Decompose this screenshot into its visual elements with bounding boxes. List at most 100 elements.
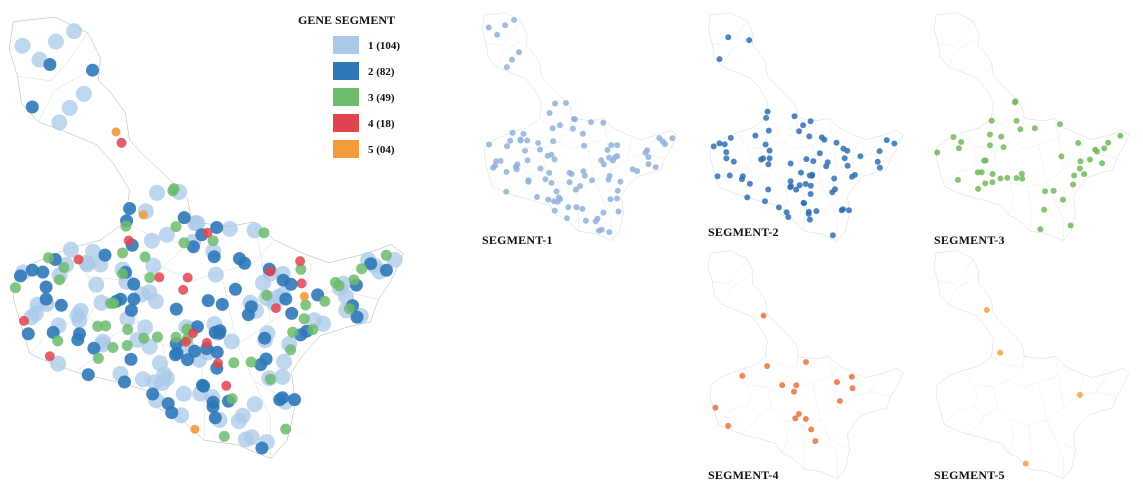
map-point	[167, 185, 179, 197]
panel-point	[551, 207, 558, 214]
panel-point	[573, 204, 580, 211]
panel-point	[829, 232, 836, 239]
map-point	[169, 302, 183, 316]
map-point	[138, 210, 148, 220]
panel-point	[989, 171, 996, 177]
panel-point	[1018, 170, 1025, 177]
panel-point	[1022, 460, 1029, 467]
panel-point	[582, 217, 589, 224]
map-point	[207, 250, 221, 264]
map-point	[118, 375, 131, 389]
map-point	[116, 137, 127, 148]
panel-point	[607, 196, 614, 203]
main-map	[8, 16, 404, 459]
panel-point	[891, 140, 898, 147]
panel-point	[1076, 391, 1083, 398]
map-point	[81, 368, 95, 382]
panel-point	[723, 149, 730, 156]
map-point	[43, 58, 57, 71]
map-point	[296, 278, 307, 289]
map-point	[124, 303, 138, 317]
map-point	[258, 227, 270, 239]
map-point	[85, 243, 101, 260]
panel-point	[746, 37, 753, 44]
panel-label-segment-4: SEGMENT-4	[708, 468, 779, 482]
panel-point	[493, 158, 500, 165]
map-point	[86, 63, 99, 77]
map-point	[206, 395, 220, 409]
panel-point	[791, 388, 797, 395]
panel-point	[876, 164, 883, 171]
map-point	[44, 351, 55, 362]
panel-point	[642, 149, 649, 156]
panel-point	[522, 147, 529, 154]
panel-point	[806, 216, 813, 223]
map-point	[180, 336, 191, 347]
panel-point	[988, 117, 995, 124]
panel-point	[524, 157, 531, 164]
panel-point	[841, 155, 848, 162]
panel-point	[805, 208, 812, 215]
map-point	[196, 378, 209, 392]
panel-point	[608, 142, 615, 149]
panel-point	[514, 161, 521, 168]
panel-point	[982, 157, 989, 164]
map-point	[71, 333, 85, 347]
panel-point	[766, 147, 773, 154]
map-point	[208, 411, 222, 425]
panel-point	[614, 195, 621, 202]
panel-point	[746, 180, 753, 187]
panel-point	[730, 158, 737, 165]
map-point	[147, 293, 164, 310]
map-point	[319, 295, 331, 307]
map-point	[350, 310, 364, 324]
panel-point	[542, 176, 549, 183]
map-point	[39, 280, 53, 294]
panel-point	[555, 194, 562, 201]
panel-point	[955, 145, 962, 152]
panel-point	[1076, 165, 1083, 172]
map-point	[202, 227, 213, 238]
panel-point	[974, 169, 981, 176]
map-point	[285, 344, 297, 356]
panel-point	[1081, 171, 1088, 178]
panel-point	[808, 426, 815, 433]
panel-point	[829, 189, 836, 196]
panel-point	[727, 134, 734, 141]
map-point	[92, 320, 104, 332]
panel-point	[589, 177, 595, 184]
map-point	[14, 269, 27, 283]
panel-point	[1013, 117, 1020, 124]
map-point	[122, 324, 134, 335]
panel-label-segment-1: SEGMENT-1	[482, 233, 553, 247]
panel-label-segment-5: SEGMENT-5	[934, 468, 1005, 482]
map-point	[92, 352, 104, 364]
map-point	[158, 226, 175, 243]
map-point	[348, 274, 360, 286]
map-point	[285, 306, 299, 320]
map-point	[343, 303, 355, 315]
panel-point	[800, 199, 807, 206]
panel-point	[712, 404, 719, 411]
panel-point	[552, 100, 559, 107]
panel-point	[545, 196, 552, 203]
legend-swatch	[333, 62, 359, 80]
panel-point	[975, 185, 982, 192]
panel-point	[997, 349, 1004, 356]
map-point	[299, 291, 309, 301]
panel-point	[813, 208, 820, 215]
map-point	[223, 333, 240, 350]
panel-point	[511, 16, 518, 23]
panel-point	[987, 142, 993, 149]
map-point	[116, 268, 128, 280]
map-point	[279, 292, 293, 306]
panel-point	[579, 130, 586, 137]
panel-point	[824, 159, 831, 166]
panel-point	[1071, 172, 1078, 179]
map-point	[258, 331, 272, 345]
panel-point	[802, 181, 809, 187]
panel-point	[580, 168, 587, 175]
panel-point	[807, 191, 814, 197]
map-point	[149, 184, 165, 201]
map-point	[213, 358, 223, 369]
